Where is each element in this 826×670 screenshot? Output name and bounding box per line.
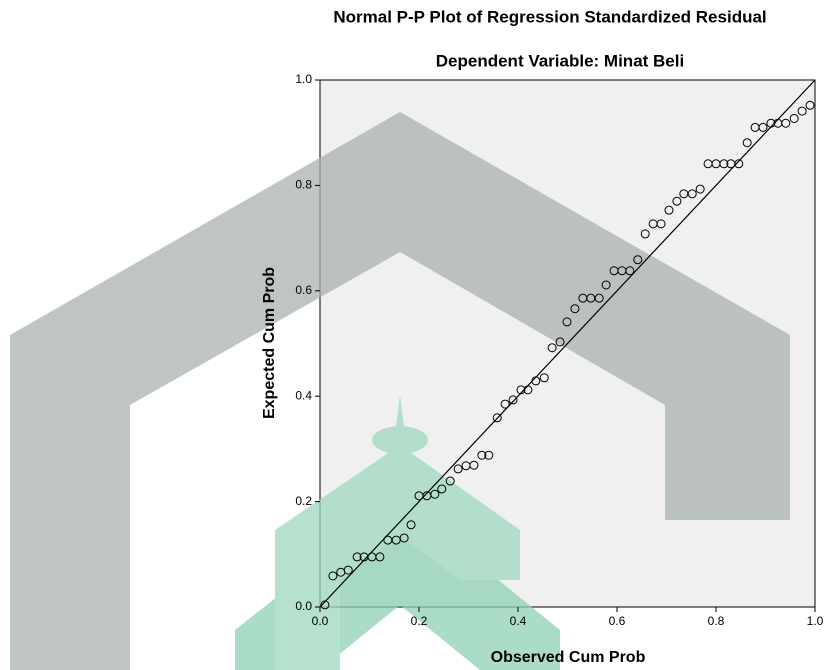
x-tick-label: 0.8 [708, 614, 725, 628]
y-tick-label: 0.4 [295, 388, 312, 402]
chart: Normal P-P Plot of Regression Standardiz… [0, 0, 826, 670]
y-tick-label: 0.2 [295, 494, 312, 508]
y-axis-title: Expected Cum Prob [261, 267, 278, 419]
chart-subtitle: Dependent Variable: Minat Beli [436, 51, 684, 70]
y-tick-label: 0.8 [295, 178, 312, 192]
x-tick-label: 0.4 [510, 614, 527, 628]
y-tick-label: 1.0 [295, 72, 312, 86]
x-tick-label: 0.0 [312, 614, 329, 628]
x-tick-label: 0.2 [411, 614, 428, 628]
x-axis-title: Observed Cum Prob [491, 649, 646, 666]
x-tick-label: 1.0 [807, 614, 824, 628]
x-tick-label: 0.6 [609, 614, 626, 628]
y-tick-label: 0.6 [295, 283, 312, 297]
chart-title: Normal P-P Plot of Regression Standardiz… [333, 7, 766, 26]
y-tick-label: 0.0 [295, 599, 312, 613]
